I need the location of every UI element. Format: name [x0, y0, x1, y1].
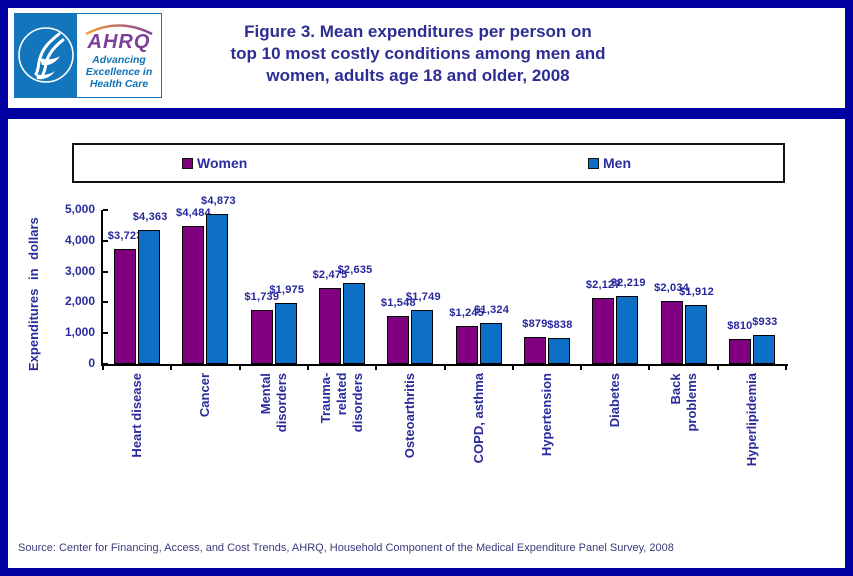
y-axis-title: Expenditures in dollars	[26, 217, 41, 371]
bar-men	[206, 214, 229, 364]
bar-men	[274, 303, 297, 364]
title-line: top 10 most costly conditions among men …	[230, 44, 606, 63]
bar-value-label: $4,363	[132, 211, 168, 223]
y-tick-mark	[103, 239, 108, 242]
bar-men	[479, 323, 502, 364]
x-tick-mark	[716, 366, 719, 370]
header-divider	[8, 108, 845, 119]
bar-value-label: $2,635	[337, 264, 373, 276]
title-line: Figure 3. Mean expenditures per person o…	[244, 22, 592, 41]
y-tick-label: 0	[88, 356, 95, 370]
bar-women	[728, 339, 751, 364]
women-color-swatch	[182, 157, 193, 169]
y-tick-mark	[103, 332, 108, 335]
legend-item-women: Women	[182, 145, 247, 181]
hhs-eagle-icon	[15, 14, 77, 97]
bar-value-label: $1,324	[474, 304, 510, 316]
y-tick-label: 2,000	[64, 294, 95, 309]
bar-men	[616, 296, 639, 364]
legend-item-men: Men	[588, 145, 631, 181]
figure-title: Figure 3. Mean expenditures per person o…	[148, 21, 688, 87]
x-tick-mark	[511, 366, 514, 370]
bar-value-label: $1,749	[405, 291, 441, 303]
bar-value-label: $2,034	[654, 282, 689, 294]
x-tick-mark	[648, 366, 651, 370]
bar-value-label: $1,245	[449, 307, 485, 319]
x-tick-mark	[443, 366, 446, 370]
bar-women	[660, 301, 683, 364]
bar-men	[343, 283, 366, 364]
bar-men	[752, 335, 775, 364]
bar-value-label: $838	[547, 319, 573, 331]
bar-value-label: $1,548	[380, 297, 416, 309]
y-tick-label: 3,000	[64, 263, 95, 278]
ahrq-arc-icon	[85, 24, 153, 35]
y-axis-line	[101, 210, 103, 366]
y-tick-label: 4,000	[64, 232, 95, 247]
x-axis-category-label: Trauma-related disorders	[318, 373, 366, 433]
bar-value-label: $810	[727, 320, 753, 332]
x-axis-category-label: Hypertension	[538, 373, 554, 457]
legend-label-men: Men	[603, 155, 631, 171]
bar-value-label: $2,475	[312, 269, 348, 281]
x-tick-mark	[170, 366, 173, 370]
x-axis-category-label: Diabetes	[607, 373, 623, 428]
bar-men	[684, 305, 707, 364]
bar-women	[114, 249, 137, 364]
x-axis-category-label: Cancer	[197, 373, 213, 418]
y-tick-label: 1,000	[64, 325, 95, 340]
header: AHRQ Advancing Excellence in Health Care…	[8, 8, 845, 108]
bar-men	[138, 230, 161, 364]
bar-men	[547, 338, 570, 364]
x-tick-mark	[580, 366, 583, 370]
x-axis-category-label: Mental disorders	[257, 373, 289, 433]
bar-women	[182, 226, 205, 364]
y-tick-mark	[103, 301, 108, 304]
x-axis-category-label: Hyperlipidemia	[743, 373, 759, 467]
bar-value-label: $1,975	[269, 284, 305, 296]
bar-value-label: $1,739	[244, 291, 280, 303]
ahrq-wordmark: AHRQ Advancing Excellence in Health Care	[77, 14, 161, 97]
ahrq-tagline: Advancing Excellence in Health Care	[85, 54, 153, 90]
x-axis-category-label: Heart disease	[129, 373, 145, 458]
bar-value-label: $2,219	[610, 277, 646, 289]
y-tick-mark	[103, 270, 108, 273]
bar-women	[455, 326, 478, 364]
x-tick-mark	[102, 366, 104, 370]
ahrq-logo-text: AHRQ	[87, 31, 151, 53]
x-tick-mark	[785, 366, 787, 370]
bar-value-label: $4,484	[176, 207, 211, 219]
x-tick-mark	[306, 366, 309, 370]
x-axis-category-label: Osteoarthritis	[402, 373, 418, 459]
y-tick-mark	[103, 209, 108, 211]
legend-label-women: Women	[197, 155, 248, 171]
men-color-swatch	[588, 157, 599, 169]
y-tick-mark	[103, 363, 108, 365]
y-tick-label: 5,000	[64, 202, 95, 216]
bar-women	[319, 288, 342, 364]
bar-women	[523, 337, 546, 364]
bar-value-label: $4,873	[201, 195, 236, 207]
bar-women	[387, 316, 410, 364]
bar-value-label: $1,912	[679, 286, 714, 298]
ahrq-hhs-logo: AHRQ Advancing Excellence in Health Care	[14, 13, 162, 98]
x-tick-mark	[238, 366, 241, 370]
bar-value-label: $3,723	[107, 230, 143, 242]
source-note: Source: Center for Financing, Access, an…	[18, 542, 674, 554]
bar-chart: 0 1,000 2,000 3,000 4,000 5,000 $3,723 $4,363 He…	[65, 195, 788, 466]
x-tick-mark	[375, 366, 378, 370]
bar-value-label: $2,127	[585, 279, 621, 291]
bar-value-label: $879	[522, 318, 548, 330]
bar-value-label: $933	[752, 316, 778, 328]
x-axis-line	[101, 364, 788, 366]
x-axis-category-label: Back problems	[667, 373, 699, 432]
x-axis-category-label: COPD, asthma	[470, 373, 486, 464]
bar-women	[592, 298, 615, 364]
bar-men	[411, 310, 434, 364]
chart-legend: Women Men	[72, 143, 785, 183]
bar-women	[250, 310, 273, 364]
title-line: women, adults age 18 and older, 2008	[266, 66, 570, 85]
